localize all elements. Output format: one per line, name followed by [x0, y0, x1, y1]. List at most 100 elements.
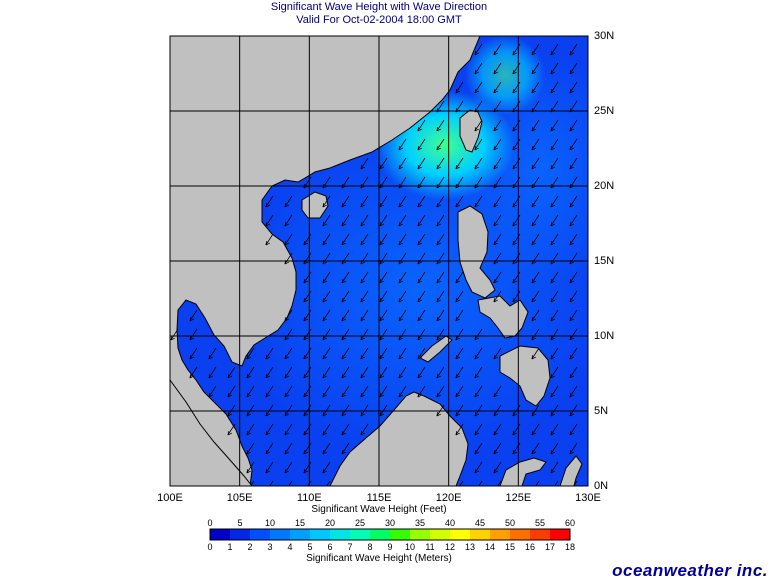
- latitude-label: 10N: [594, 330, 615, 342]
- latitude-label: 5N: [594, 405, 609, 417]
- wave-arrow: [569, 442, 578, 455]
- land-halmahera: [559, 455, 583, 486]
- wave-arrow: [531, 138, 540, 151]
- wave-arrow: [455, 271, 464, 284]
- wave-arrow: [474, 157, 483, 170]
- wave-arrow: [550, 81, 559, 94]
- wave-arrow: [379, 309, 388, 322]
- wave-arrow: [550, 157, 559, 170]
- wave-arrow: [246, 423, 255, 436]
- wave-arrow: [341, 366, 350, 379]
- wave-arrow: [360, 404, 369, 417]
- map-title: Significant Wave Height with Wave Direct…: [270, 1, 488, 13]
- wave-arrow: [550, 195, 559, 208]
- latitude-label: 0N: [594, 480, 609, 492]
- wave-arrow: [360, 233, 369, 246]
- wave-arrow: [512, 138, 521, 151]
- wave-arrow: [455, 423, 464, 436]
- wave-arrow: [512, 100, 521, 113]
- wave-arrow: [341, 214, 350, 227]
- wave-arrow: [436, 328, 445, 341]
- wave-arrow: [417, 138, 426, 151]
- longitude-label: 105E: [226, 492, 253, 504]
- wave-arrow: [189, 366, 198, 379]
- wave-arrow: [341, 290, 350, 303]
- wave-arrow: [227, 385, 236, 398]
- wave-arrow: [455, 195, 464, 208]
- wave-arrow: [341, 423, 350, 436]
- wave-arrow: [474, 43, 483, 56]
- wave-arrow: [360, 290, 369, 303]
- wave-arrow: [341, 442, 350, 455]
- wave-arrow: [417, 347, 426, 360]
- wave-arrow: [535, 480, 540, 486]
- wave-arrow: [455, 309, 464, 322]
- wave-arrow: [303, 309, 312, 322]
- wave-arrow: [170, 328, 179, 341]
- wave-arrow: [326, 480, 331, 486]
- colorbar-swatch: [490, 529, 511, 540]
- wave-arrow: [265, 404, 274, 417]
- wave-arrow: [474, 423, 483, 436]
- wave-arrow: [512, 290, 521, 303]
- colorbar-outline: [209, 528, 571, 541]
- meter-tick-label: 0: [207, 542, 213, 552]
- map-valid-time: Valid For Oct-02-2004 18:00 GMT: [296, 14, 462, 26]
- wave-arrow: [455, 385, 464, 398]
- wave-arrow: [379, 328, 388, 341]
- wave-arrow: [246, 347, 255, 360]
- latitude-label: 30N: [594, 30, 615, 42]
- wave-arrow: [322, 328, 331, 341]
- longitude-label: 115E: [366, 492, 392, 504]
- wave-arrow: [284, 328, 293, 341]
- wave-arrow: [284, 309, 293, 322]
- wave-arrow: [398, 347, 407, 360]
- wave-arrow: [550, 328, 559, 341]
- wave-arrow: [360, 385, 369, 398]
- wave-arrow: [550, 233, 559, 246]
- land-sumatra: [170, 379, 253, 486]
- meter-tick-label: 8: [367, 542, 373, 552]
- wave-arrow: [398, 176, 407, 189]
- wave-arrow: [265, 347, 274, 360]
- wave-arrow: [474, 176, 483, 189]
- wave-arrow: [531, 233, 540, 246]
- wave-arrow: [569, 347, 578, 360]
- wave-arrow: [265, 195, 274, 208]
- wave-arrow: [341, 404, 350, 417]
- wave-arrow: [398, 328, 407, 341]
- meter-tick-label: 11: [425, 542, 435, 552]
- wave-arrow: [360, 195, 369, 208]
- feet-tick-label: 15: [294, 518, 305, 528]
- wave-arrow: [455, 328, 464, 341]
- wave-arrow: [379, 290, 388, 303]
- wave-arrow: [398, 309, 407, 322]
- wave-arrow: [569, 119, 578, 132]
- meter-tick-label: 7: [347, 542, 353, 552]
- meter-tick-label: 12: [444, 542, 455, 552]
- wave-arrow: [322, 252, 331, 265]
- meter-tick-label: 18: [564, 542, 575, 552]
- wave-arrow: [246, 385, 255, 398]
- wave-arrow: [569, 252, 578, 265]
- wave-arrow: [474, 366, 483, 379]
- wave-arrow: [227, 366, 236, 379]
- meter-tick-label: 14: [484, 542, 495, 552]
- wave-arrow: [512, 176, 521, 189]
- wave-arrow: [493, 214, 502, 227]
- wave-arrow: [227, 423, 236, 436]
- wave-arrow: [417, 195, 426, 208]
- wave-arrow: [322, 442, 331, 455]
- wave-arrow: [512, 233, 521, 246]
- feet-tick-label: 25: [354, 518, 365, 528]
- wave-arrow: [493, 423, 502, 436]
- wave-arrow: [341, 252, 350, 265]
- wave-arrow: [284, 195, 293, 208]
- wave-arrow: [379, 252, 388, 265]
- wave-arrow: [531, 62, 540, 75]
- colorbar-swatch: [430, 529, 451, 540]
- colorbar-swatch: [210, 529, 231, 540]
- wave-arrow: [436, 176, 445, 189]
- wave-arrow: [550, 385, 559, 398]
- wave-arrow: [303, 385, 312, 398]
